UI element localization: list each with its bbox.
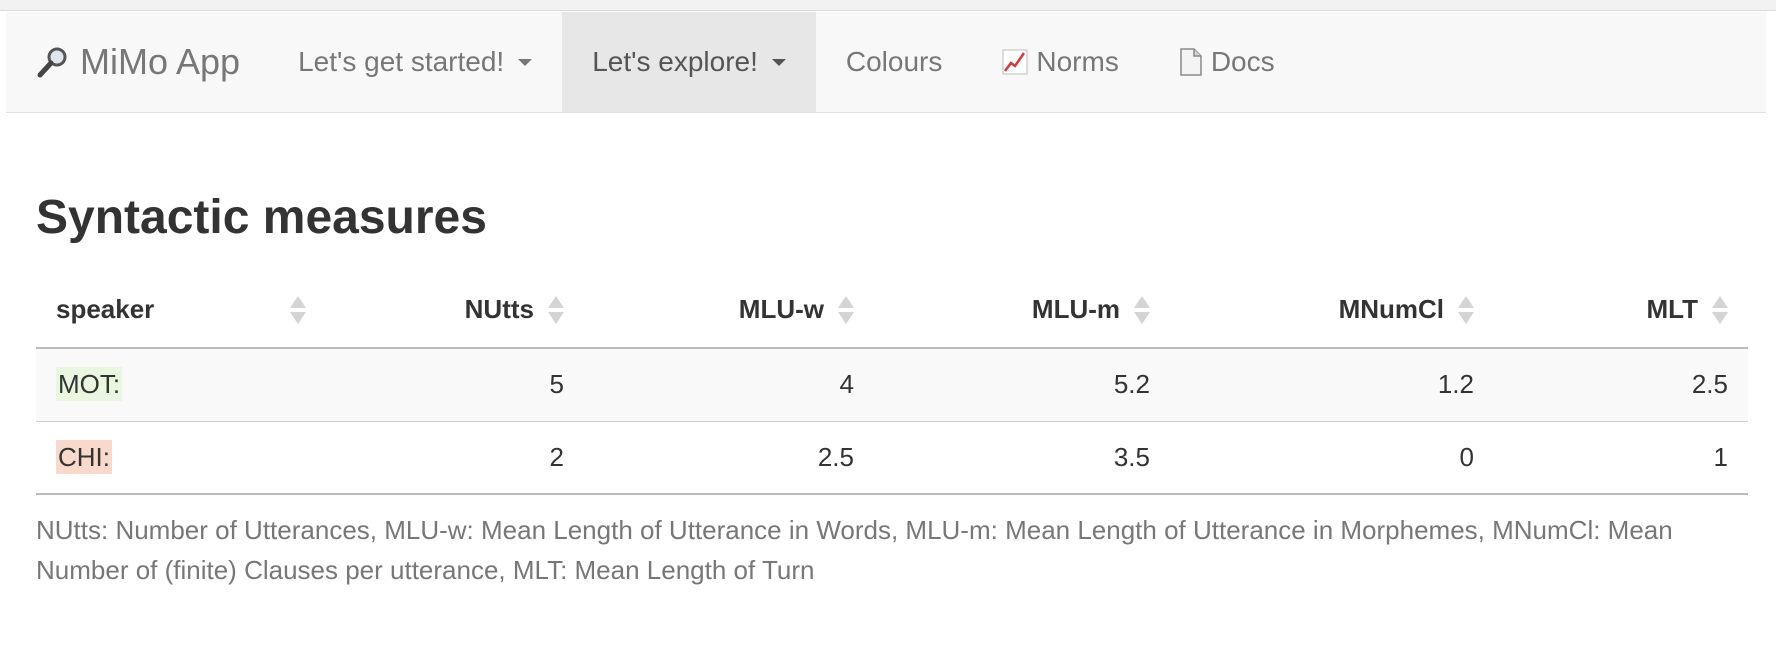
column-label: MNumCl	[1338, 294, 1444, 324]
app-brand[interactable]: MiMo App	[6, 12, 268, 112]
sort-icon[interactable]	[1458, 295, 1474, 324]
sort-icon[interactable]	[290, 295, 306, 324]
mlu-w-cell: 2.5	[584, 421, 874, 495]
column-label: MLU-m	[1031, 294, 1120, 324]
sort-icon[interactable]	[1712, 295, 1728, 324]
table-row: CHI: 2 2.5 3.5 0 1	[36, 421, 1748, 495]
caret-down-icon	[771, 58, 786, 66]
speaker-tag-mot: MOT:	[56, 367, 123, 402]
nutts-cell: 2	[326, 421, 584, 495]
sort-icon[interactable]	[1134, 295, 1150, 324]
column-header-mlu-m[interactable]: MLU-m	[874, 272, 1170, 349]
nav-label: Colours	[845, 46, 943, 77]
document-icon	[1179, 48, 1203, 76]
magnifier-icon	[36, 45, 70, 79]
mnumcl-cell: 0	[1170, 421, 1494, 495]
navbar: MiMo App Let's get started! Let's explor…	[6, 12, 1766, 113]
mlt-cell: 2.5	[1494, 348, 1748, 422]
table-caption: NUtts: Number of Utterances, MLU-w: Mean…	[36, 515, 1673, 585]
speaker-cell: MOT:	[36, 348, 326, 422]
mlu-w-cell: 4	[584, 348, 874, 422]
mlu-m-cell: 5.2	[874, 348, 1170, 422]
column-label: speaker	[56, 294, 155, 324]
nav-colours[interactable]: Colours	[816, 12, 972, 112]
nav-norms[interactable]: Norms	[972, 12, 1148, 112]
nav-label: Norms	[1036, 46, 1119, 77]
column-label: MLU-w	[738, 294, 824, 324]
column-header-mlu-w[interactable]: MLU-w	[584, 272, 874, 349]
chart-icon	[1002, 49, 1028, 75]
speaker-cell: CHI:	[36, 421, 326, 495]
nav-lets-explore[interactable]: Let's explore!	[562, 12, 816, 112]
nav-lets-get-started[interactable]: Let's get started!	[268, 12, 562, 112]
brand-label: MiMo App	[80, 41, 241, 82]
nav-docs[interactable]: Docs	[1149, 12, 1305, 112]
mlu-m-cell: 3.5	[874, 421, 1170, 495]
mlt-cell: 1	[1494, 421, 1748, 495]
page-title: Syntactic measures	[36, 191, 487, 244]
table-row: MOT: 5 4 5.2 1.2 2.5	[36, 348, 1748, 422]
column-header-mlt[interactable]: MLT	[1494, 272, 1748, 349]
table-header-row: speaker NUtts MLU-w MLU-m MNumCl M	[36, 272, 1748, 349]
syntactic-measures-table: speaker NUtts MLU-w MLU-m MNumCl M	[36, 272, 1748, 495]
sort-icon[interactable]	[548, 295, 564, 324]
nav-label: Let's get started!	[298, 46, 505, 77]
speaker-tag-chi: CHI:	[56, 439, 112, 474]
column-label: MLT	[1646, 294, 1699, 324]
nutts-cell: 5	[326, 348, 584, 422]
caret-down-icon	[518, 58, 533, 66]
sort-icon[interactable]	[838, 295, 854, 324]
column-header-mnumcl[interactable]: MNumCl	[1170, 272, 1494, 349]
browser-top-strip	[0, 0, 1776, 11]
nav-label: Docs	[1210, 46, 1275, 77]
column-label: NUtts	[464, 294, 534, 324]
nav-label: Let's explore!	[592, 46, 758, 77]
mnumcl-cell: 1.2	[1170, 348, 1494, 422]
column-header-speaker[interactable]: speaker	[36, 272, 326, 349]
column-header-nutts[interactable]: NUtts	[326, 272, 584, 349]
